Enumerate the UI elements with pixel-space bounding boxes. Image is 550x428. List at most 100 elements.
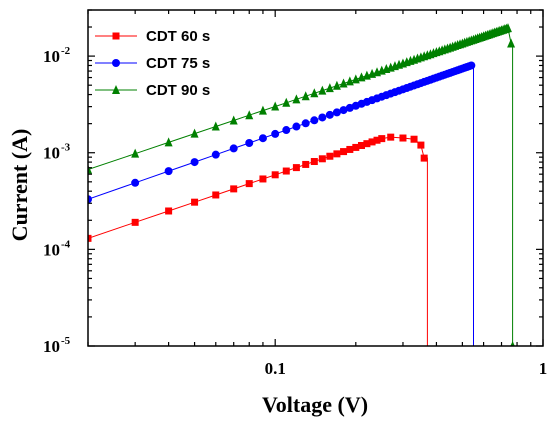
y-tick-exponent: -3 xyxy=(61,142,71,154)
x-tick-label: 0.1 xyxy=(265,359,286,378)
data-point xyxy=(340,148,348,156)
x-tick-label: 1 xyxy=(539,359,548,378)
data-point xyxy=(258,134,267,143)
data-point xyxy=(420,154,428,162)
y-axis-title: Current (A) xyxy=(7,129,32,242)
legend-marker xyxy=(112,32,120,40)
data-point xyxy=(301,91,310,101)
series-1 xyxy=(88,133,428,346)
legend: CDT 60 s CDT 75 s CDT 90 s xyxy=(95,28,210,99)
data-point xyxy=(333,150,341,158)
data-point xyxy=(310,116,319,125)
legend-label: CDT 60 s xyxy=(146,28,210,45)
data-point xyxy=(292,94,301,104)
data-point xyxy=(191,198,199,206)
series-2 xyxy=(88,61,476,346)
y-tick-base: 10 xyxy=(43,144,60,163)
data-point xyxy=(212,191,220,199)
data-point xyxy=(245,138,254,147)
data-point xyxy=(467,61,476,70)
data-point xyxy=(378,135,386,143)
data-point xyxy=(131,178,140,187)
data-point xyxy=(229,115,238,125)
data-point xyxy=(363,140,371,148)
y-tick-label: 10 xyxy=(43,144,60,163)
data-point xyxy=(302,160,310,168)
y-tick-exponent: -2 xyxy=(61,45,71,57)
data-point xyxy=(373,136,381,144)
data-point xyxy=(325,110,334,119)
y-tick-base: 10 xyxy=(43,240,60,259)
y-tick-exponent: -4 xyxy=(61,238,71,250)
x-axis-title: Voltage (V) xyxy=(262,392,368,417)
data-point xyxy=(310,88,319,98)
plot-frame xyxy=(87,9,544,347)
data-point xyxy=(164,167,173,176)
data-point xyxy=(507,38,516,48)
data-point xyxy=(190,128,199,138)
data-point xyxy=(245,180,253,188)
legend-item: CDT 75 s xyxy=(95,55,210,72)
data-point xyxy=(88,164,92,174)
data-point xyxy=(345,76,354,86)
data-point xyxy=(318,113,327,122)
y-tick-base: 10 xyxy=(43,47,60,66)
data-point xyxy=(410,135,418,143)
data-point xyxy=(339,106,348,115)
series-line xyxy=(88,136,428,346)
data-point xyxy=(503,23,512,33)
y-tick-label: 10 xyxy=(43,337,60,356)
legend-item: CDT 60 s xyxy=(95,28,210,45)
data-point xyxy=(259,175,267,183)
legend-item: CDT 90 s xyxy=(95,82,210,99)
data-point xyxy=(271,101,280,111)
data-point xyxy=(282,126,291,135)
data-point xyxy=(301,119,310,128)
y-tick-base: 10 xyxy=(43,337,60,356)
data-point xyxy=(332,108,341,117)
data-point xyxy=(417,141,425,149)
data-point xyxy=(352,143,360,151)
data-point xyxy=(325,83,334,93)
y-tick-label: 10 xyxy=(43,47,60,66)
data-point xyxy=(368,138,376,146)
data-point xyxy=(164,137,173,147)
data-point xyxy=(282,167,290,175)
data-point xyxy=(88,195,92,204)
data-point xyxy=(332,80,341,90)
legend-label: CDT 90 s xyxy=(146,82,210,99)
data-point xyxy=(258,105,267,115)
legend-marker xyxy=(112,85,120,94)
plot-area xyxy=(88,23,516,346)
data-point xyxy=(211,150,220,159)
data-point xyxy=(326,152,334,160)
data-point xyxy=(292,164,300,172)
data-point xyxy=(230,185,238,193)
data-point xyxy=(346,145,354,153)
data-point xyxy=(131,218,139,226)
data-point xyxy=(510,341,515,346)
y-tick-exponent: -5 xyxy=(61,335,71,347)
data-point xyxy=(282,97,291,107)
data-point xyxy=(310,158,318,166)
data-point xyxy=(165,207,173,215)
data-point xyxy=(190,158,199,167)
data-point xyxy=(318,85,327,95)
data-point xyxy=(211,121,220,131)
data-point xyxy=(271,129,280,138)
axes: 0.1 110-510-410-310-2 xyxy=(43,9,548,378)
data-point xyxy=(339,78,348,88)
data-point xyxy=(131,148,140,158)
series-line xyxy=(88,65,474,346)
data-point xyxy=(245,110,254,120)
series-3 xyxy=(88,23,516,346)
data-point xyxy=(318,155,326,163)
data-point xyxy=(387,133,395,141)
data-point xyxy=(88,234,92,242)
y-tick-label: 10 xyxy=(43,240,60,259)
legend-label: CDT 75 s xyxy=(146,55,210,72)
data-point xyxy=(357,142,365,150)
data-point xyxy=(271,171,279,179)
data-point xyxy=(292,122,301,131)
